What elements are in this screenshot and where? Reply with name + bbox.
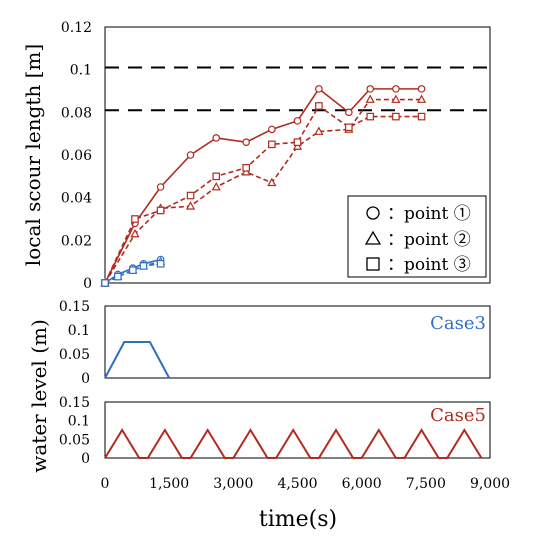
x-tick-label: 7,500 xyxy=(406,476,446,492)
legend-label-point-2: ：point ② xyxy=(387,230,471,250)
case5-circle-point xyxy=(345,108,353,117)
case3-chart: 0 0.05 0.1 0.15 Case3 xyxy=(59,299,491,387)
case5-circle-point xyxy=(156,183,165,191)
case5-circle-point xyxy=(242,138,250,147)
case5-square-point xyxy=(268,140,276,149)
case5-circle-point xyxy=(315,85,323,93)
case5-circle-point xyxy=(186,151,195,159)
case3-square-point xyxy=(156,260,165,268)
case5-circle-point xyxy=(268,125,276,134)
case5-circle-point xyxy=(212,134,221,142)
case5-y-tick-label: 0 xyxy=(81,451,90,467)
case5-square-point xyxy=(212,172,221,181)
case5-circle-point xyxy=(366,85,375,93)
water-level-y-axis-label: water level (m) xyxy=(27,319,51,473)
case3-title: Case3 xyxy=(430,313,486,334)
case5-square-point xyxy=(345,123,353,132)
case3-y-tick-label: 0.15 xyxy=(59,299,90,315)
case5-triangle-point xyxy=(211,181,221,191)
x-tick-label: 6,000 xyxy=(342,476,382,492)
case3-y-tick-label: 0 xyxy=(81,371,90,387)
case5-triangle-point xyxy=(416,94,427,103)
case5-square-point xyxy=(315,102,323,110)
legend: ：point ① ：point ② ：point ③ xyxy=(347,195,487,278)
case5-triangle-point xyxy=(365,94,375,103)
x-tick-label: 0 xyxy=(101,476,110,492)
case5-square-point xyxy=(242,164,250,172)
x-axis-label: time(s) xyxy=(259,507,337,532)
case5-y-tick-label: 0.1 xyxy=(68,414,90,430)
case5-y-tick-label: 0.15 xyxy=(59,395,90,411)
case5-square-point xyxy=(293,138,302,147)
case3-square-point xyxy=(139,262,148,270)
x-tick-label: 1,500 xyxy=(149,476,189,492)
case5-triangle-point xyxy=(314,126,324,135)
x-tick-label: 9,000 xyxy=(470,476,510,492)
case3-y-tick-label: 0.05 xyxy=(59,347,90,363)
case3-square-point xyxy=(114,272,122,281)
case5-triangle-point xyxy=(185,201,196,210)
scour-chart: 0 0.02 0.04 0.06 0.08 0.1 0.12 local scour len… xyxy=(21,20,491,292)
case3-square-point xyxy=(129,266,137,275)
case5-square-point xyxy=(392,112,400,121)
scour-y-tick-label: 0.02 xyxy=(61,233,92,249)
legend-label-point-3: ：point ③ xyxy=(387,255,471,275)
case5-water-level-line xyxy=(104,428,483,459)
case5-triangle-point xyxy=(391,94,401,103)
case5-y-tick-label: 0.05 xyxy=(59,432,90,448)
case5-triangle-point xyxy=(267,177,277,187)
case3-square-series-line xyxy=(104,263,161,284)
case3-plot-frame xyxy=(104,305,491,379)
case5-square-point xyxy=(417,112,426,121)
scour-y-tick-label: 0.06 xyxy=(61,148,92,164)
case5-circle-point xyxy=(293,117,302,125)
case5-square-point xyxy=(156,206,165,215)
scour-y-tick-label: 0.1 xyxy=(70,63,92,79)
legend-square-icon xyxy=(366,257,380,271)
case5-title: Case5 xyxy=(430,405,486,426)
case3-square-point xyxy=(101,279,109,287)
case5-triangle-point xyxy=(130,228,140,238)
legend-triangle-icon xyxy=(364,230,382,245)
x-tick-label: 3,000 xyxy=(213,476,253,492)
case5-chart: 0 0.05 0.1 0.15 Case5 0 1,500 3,000 4,500 6,000… xyxy=(59,395,510,532)
case5-circle-point xyxy=(392,85,400,93)
scour-y-tick-label: 0.04 xyxy=(61,191,92,207)
case3-water-level-line xyxy=(104,341,171,379)
case5-plot-frame xyxy=(104,401,491,459)
case5-square-point xyxy=(366,112,375,121)
case5-circle-point xyxy=(417,85,426,93)
legend-label-point-1: ：point ① xyxy=(387,204,471,224)
scour-y-tick-label: 0.08 xyxy=(61,105,92,121)
scour-y-axis-label: local scour length [m] xyxy=(21,44,45,266)
legend-circle-icon xyxy=(366,206,380,220)
scour-plot-frame xyxy=(104,26,491,284)
case5-square-point xyxy=(186,191,195,200)
case5-square-point xyxy=(131,215,139,223)
x-tick-label: 4,500 xyxy=(277,476,317,492)
scour-y-tick-label: 0 xyxy=(83,276,92,292)
scour-y-tick-label: 0.12 xyxy=(61,20,92,36)
case3-y-tick-label: 0.1 xyxy=(68,323,90,339)
